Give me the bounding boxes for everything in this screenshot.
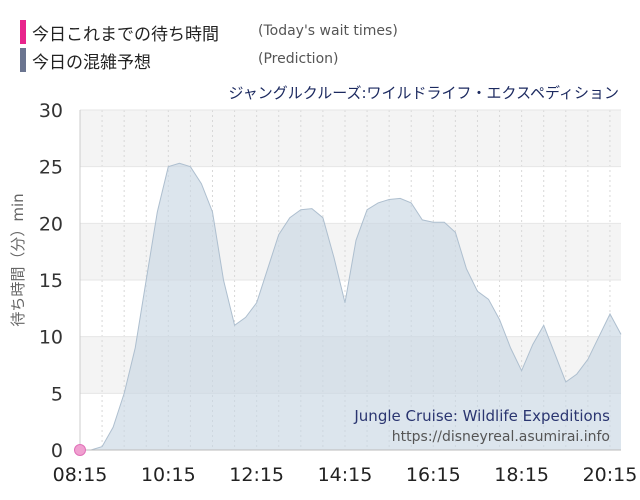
y-tick-label: 25 xyxy=(39,157,63,179)
y-tick-label: 5 xyxy=(51,383,63,405)
prediction-line xyxy=(80,162,622,451)
x-tick-label: 08:15 xyxy=(53,464,108,486)
y-tick-label: 10 xyxy=(39,327,63,349)
legend-today-swatch xyxy=(20,20,26,44)
x-tick-label: 20:15 xyxy=(583,464,638,486)
y-tick-label: 0 xyxy=(51,440,63,462)
legend-prediction-swatch xyxy=(20,48,26,72)
attraction-title: ジャングルクルーズ:ワイルドライフ・エクスペディション xyxy=(228,84,619,102)
y-tick-label: 15 xyxy=(39,270,63,292)
legend-prediction: 今日の混雑予想 xyxy=(20,48,151,73)
prediction-area xyxy=(80,163,621,451)
x-tick-label: 14:15 xyxy=(318,464,373,486)
watermark-name: Jungle Cruise: Wildlife Expeditions xyxy=(353,407,610,425)
legend-prediction-label-en: (Prediction) xyxy=(258,51,339,67)
legend-prediction-label: 今日の混雑予想 xyxy=(32,52,151,73)
legend-today: 今日これまでの待ち時間 xyxy=(20,20,219,45)
y-axis-label: 待ち時間（分）min xyxy=(9,193,27,326)
x-tick-label: 18:15 xyxy=(494,464,549,486)
watermark-url: https://disneyreal.asumirai.info xyxy=(392,429,610,445)
x-tick-label: 10:15 xyxy=(141,464,196,486)
legend-today-label-en: (Today's wait times) xyxy=(258,23,398,39)
today-point xyxy=(74,444,86,456)
legend-today-label: 今日これまでの待ち時間 xyxy=(32,24,219,45)
x-tick-label: 12:15 xyxy=(229,464,284,486)
plot-band xyxy=(80,110,621,167)
x-tick-label: 16:15 xyxy=(406,464,461,486)
y-tick-label: 30 xyxy=(39,100,63,122)
y-tick-label: 20 xyxy=(39,213,63,235)
